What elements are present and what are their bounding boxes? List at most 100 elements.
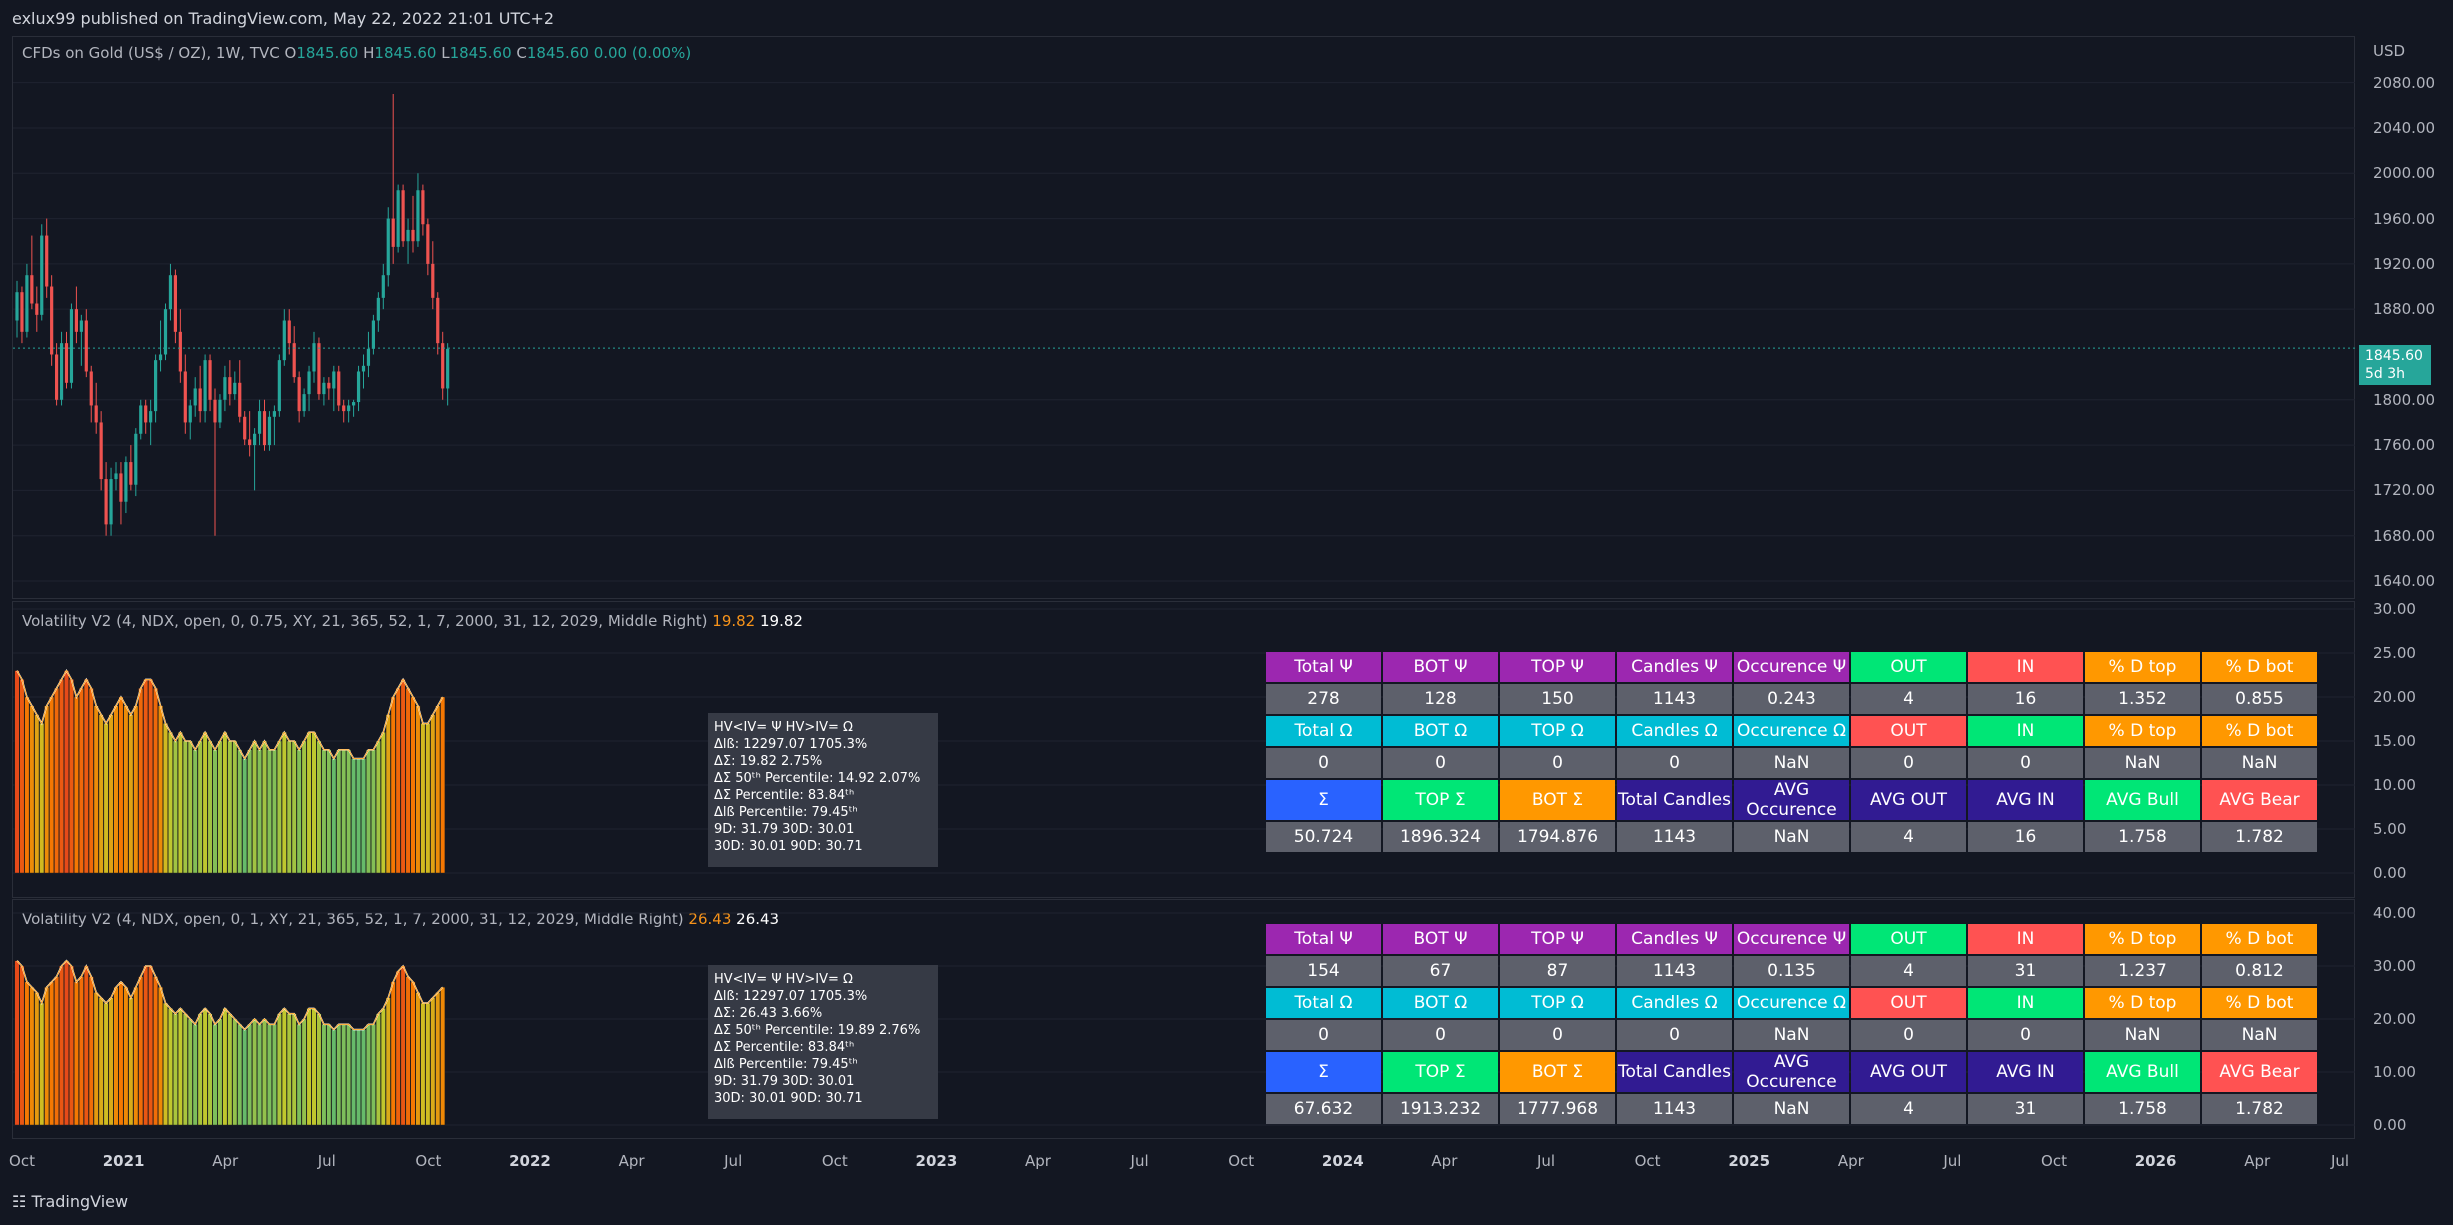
vol1-bar: [356, 758, 361, 874]
stats-table-1-cell: 50.724: [1266, 822, 1381, 852]
vol2-bar: [49, 981, 55, 1126]
candle-body: [218, 399, 222, 423]
vol1-bar: [128, 714, 134, 874]
vol2-bar: [202, 1008, 208, 1126]
vol1-bar: [54, 688, 60, 874]
candle-body: [188, 405, 192, 423]
info-box-2-line: ΔΣ 50ᵗʰ Percentile: 19.89 2.76%: [714, 1023, 921, 1038]
candle-body: [371, 320, 375, 349]
vol2-bar: [281, 1008, 287, 1126]
candle-body: [55, 354, 59, 400]
candle-body: [253, 433, 257, 446]
vol2-bar: [380, 1008, 386, 1126]
vol2-bar: [311, 1008, 317, 1126]
vol2-bar: [301, 1018, 307, 1126]
stats-table-1-cell: 0.243: [1734, 684, 1849, 714]
time-axis-label: Oct: [1634, 1152, 1661, 1170]
stats-table-2-cell: 1.237: [2085, 956, 2200, 986]
vol1-bar: [64, 670, 69, 874]
vol1-bar: [435, 705, 441, 874]
vol2-bar: [19, 965, 25, 1126]
stats-table-1-cell: Occurence Ω: [1734, 716, 1849, 746]
vol1-bar: [331, 758, 337, 874]
vol1-bar: [187, 740, 193, 874]
candle-body: [267, 416, 272, 446]
candle-body: [50, 286, 54, 355]
vol2-bar: [415, 992, 421, 1126]
candle-body: [109, 479, 113, 525]
vol2-bar: [410, 981, 416, 1126]
vol2-bar: [93, 992, 99, 1126]
vol2-bar: [14, 960, 20, 1126]
vol2-bar: [257, 1024, 262, 1126]
tradingview-logo[interactable]: ☷ TradingView: [12, 1192, 128, 1211]
candle-body: [366, 348, 371, 366]
stats-table-2-cell: 1.782: [2202, 1094, 2317, 1124]
stats-table-2-cell: 87: [1500, 956, 1615, 986]
candle-body: [411, 229, 415, 242]
stats-table-2-cell: Candles Ω: [1617, 988, 1732, 1018]
price-tick: 1680.00: [2373, 526, 2436, 545]
stats-table-1-cell: TOP Σ: [1383, 780, 1498, 820]
candle-body: [287, 320, 291, 344]
price-tick: 1640.00: [2373, 572, 2436, 590]
indicator-title-2[interactable]: Volatility V2 (4, NDX, open, 0, 1, XY, 2…: [22, 910, 684, 928]
stats-table-2-cell: 31: [1968, 1094, 2083, 1124]
stats-table-2-cell: BOT Ψ: [1383, 924, 1498, 954]
stats-table-1-cell: 278: [1266, 684, 1381, 714]
vol2-bar: [400, 965, 406, 1126]
stats-table-2-cell: 0: [1851, 1020, 1966, 1050]
vol1-bar: [311, 732, 317, 874]
vol1-bar: [163, 723, 168, 874]
price-pane[interactable]: [12, 36, 2355, 599]
stats-table-1-cell: NaN: [1734, 748, 1849, 778]
candle-body: [396, 190, 400, 247]
candle-body: [213, 399, 217, 423]
stats-table-2-cell: NaN: [1734, 1094, 1849, 1124]
candle-body: [129, 462, 133, 485]
stats-table-1-row: 0 0 0 0 NaN 0 0 NaN NaN: [1266, 748, 2317, 778]
vol2-bar: [222, 1008, 228, 1126]
stats-table-2-cell: AVG Bear: [2202, 1052, 2317, 1092]
vol2-line-inner: [16, 960, 443, 1031]
stats-table-2-cell: BOT Ω: [1383, 988, 1498, 1018]
vol2-bar: [118, 981, 124, 1126]
vol1-bar: [257, 749, 262, 874]
vol1-tick: 10.00: [2373, 776, 2416, 794]
vol2-bar: [385, 997, 391, 1126]
info-box-2-line: Δlß Percentile: 79.45ᵗʰ: [714, 1057, 858, 1072]
vol1-bar: [24, 696, 30, 874]
stats-table-2-cell: Occurence Ω: [1734, 988, 1849, 1018]
stats-table-1-cell: AVG IN: [1968, 780, 2083, 820]
candle-body: [40, 235, 44, 315]
symbol-title[interactable]: CFDs on Gold (US$ / OZ), 1W, TVC: [22, 44, 280, 62]
info-box-1-line: ΔΣ 50ᵗʰ Percentile: 14.92 2.07%: [714, 771, 921, 786]
vol2-bar: [187, 1018, 193, 1126]
stats-table-1-row: 278 128 150 1143 0.243 4 16 1.352 0.855: [1266, 684, 2317, 714]
vol2-bar: [128, 997, 134, 1126]
stats-table-1-cell: 4: [1851, 684, 1966, 714]
stats-table-2-cell: 67: [1383, 956, 1498, 986]
price-tick: 2000.00: [2373, 164, 2436, 183]
vol1-bar: [232, 740, 238, 874]
stats-table-1-cell: 1143: [1617, 822, 1732, 852]
stats-table-2-cell: AVG Occurence: [1734, 1052, 1849, 1092]
candle-body: [238, 382, 242, 417]
change-value: 0.00 (0.00%): [593, 44, 692, 62]
price-tick: 1920.00: [2373, 254, 2436, 273]
candle-body: [89, 371, 93, 406]
info-box-2-line: ΔΣ Percentile: 83.84ᵗʰ: [714, 1040, 855, 1055]
vol1-tick: 5.00: [2373, 820, 2407, 838]
stats-table-2-cell: 0.812: [2202, 956, 2317, 986]
candle-body: [327, 382, 331, 389]
stats-table-2-cell: 1913.232: [1383, 1094, 1498, 1124]
stats-table-2-cell: 0.135: [1734, 956, 1849, 986]
vol2-bar: [296, 1024, 302, 1126]
price-tick: 1960.00: [2373, 209, 2436, 228]
stats-table-1-row: Σ TOP Σ BOT Σ Total Candles AVG Occurence AVG…: [1266, 780, 2317, 820]
indicator-title-1[interactable]: Volatility V2 (4, NDX, open, 0, 0.75, XY…: [22, 612, 708, 630]
candle-body: [208, 360, 212, 400]
time-axis-label: Oct: [1228, 1152, 1255, 1170]
candle-body: [124, 462, 128, 502]
